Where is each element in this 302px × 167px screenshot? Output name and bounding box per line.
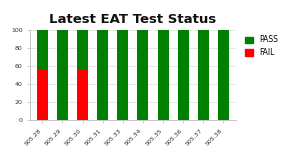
- Bar: [218, 30, 229, 120]
- Bar: [117, 30, 128, 120]
- Title: Latest EAT Test Status: Latest EAT Test Status: [49, 13, 217, 26]
- Bar: [97, 30, 108, 120]
- Bar: [137, 30, 149, 120]
- Bar: [158, 30, 169, 120]
- Bar: [37, 30, 48, 69]
- Legend: PASS, FAIL: PASS, FAIL: [243, 34, 279, 59]
- Bar: [77, 69, 88, 120]
- Bar: [77, 30, 88, 69]
- Bar: [178, 30, 189, 120]
- Bar: [57, 30, 68, 120]
- Bar: [37, 69, 48, 120]
- Bar: [198, 30, 209, 120]
